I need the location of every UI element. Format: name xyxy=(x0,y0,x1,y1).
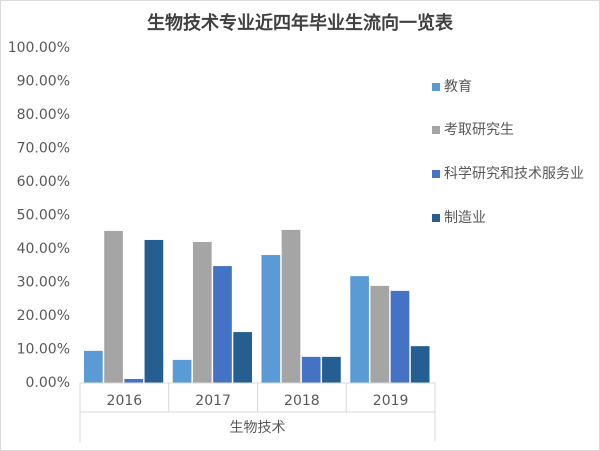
legend-swatch xyxy=(432,170,440,178)
legend-label: 教育 xyxy=(444,79,472,95)
bar xyxy=(322,356,341,383)
legend-swatch xyxy=(432,83,440,91)
y-tick-label: 100.00% xyxy=(8,40,70,56)
bar xyxy=(104,230,123,383)
x-group-label: 生物技术 xyxy=(230,420,286,436)
x-tick-label: 2018 xyxy=(284,393,320,409)
x-tick-label: 2019 xyxy=(373,393,409,409)
bar xyxy=(301,356,321,383)
x-tick-label: 2016 xyxy=(107,393,143,409)
legend-swatch xyxy=(432,126,440,134)
y-tick-label: 40.00% xyxy=(17,241,70,257)
y-tick-label: 80.00% xyxy=(17,107,70,123)
y-tick-label: 60.00% xyxy=(17,174,70,190)
bar xyxy=(261,255,281,383)
bar xyxy=(233,332,252,383)
bar xyxy=(410,346,430,383)
legend-swatch xyxy=(432,214,440,222)
bar xyxy=(172,359,192,383)
x-tick-label: 2017 xyxy=(195,393,231,409)
y-tick-label: 20.00% xyxy=(17,308,70,324)
bar xyxy=(370,285,390,383)
bar xyxy=(124,378,144,383)
y-tick-label: 10.00% xyxy=(17,342,70,358)
chart-title: 生物技术专业近四年毕业生流向一览表 xyxy=(147,12,454,34)
legend-label: 考取研究生 xyxy=(444,122,514,138)
y-tick-label: 50.00% xyxy=(17,208,70,224)
bar xyxy=(144,239,164,383)
bar xyxy=(84,350,103,383)
y-tick-label: 70.00% xyxy=(17,141,70,157)
legend-label: 科学研究和技术服务业 xyxy=(444,166,584,182)
y-tick-label: 30.00% xyxy=(17,275,70,291)
bar xyxy=(390,290,410,383)
y-tick-label: 90.00% xyxy=(17,74,70,90)
legend-label: 制造业 xyxy=(444,210,486,226)
bar xyxy=(350,276,369,383)
bar xyxy=(281,229,301,383)
y-tick-label: 0.00% xyxy=(26,375,70,391)
bar xyxy=(213,266,232,383)
bar xyxy=(192,241,212,383)
